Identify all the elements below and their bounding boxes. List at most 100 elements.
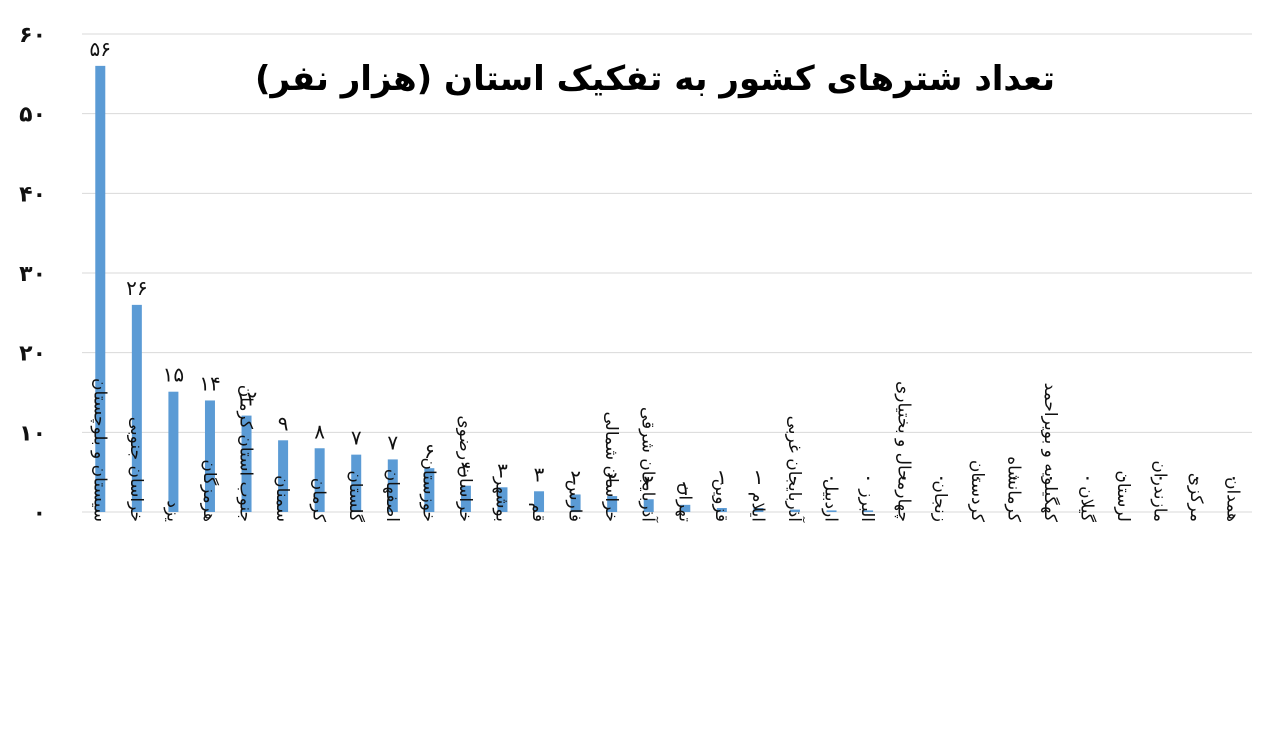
x-category-label: همدان [1223,477,1243,522]
data-label: ۰ [972,465,983,489]
bar [753,508,764,512]
x-category-label: جنوب استان کرمان [236,385,256,522]
x-category-label: مرکزی [1186,473,1206,522]
bar [716,508,727,512]
x-category-label: اصفهان [382,469,402,522]
y-axis-ticks: ۰ ۱۰ ۲۰ ۳۰ ۴۰ ۵۰ ۶۰ [19,23,46,526]
data-label: ۹ [278,411,289,435]
data-label: ۵۶ [90,37,111,61]
x-category-label: فارس [565,480,585,522]
bar [534,491,545,512]
bar [95,65,106,512]
x-category-label: سیستان و بلوچستان [89,378,109,522]
x-category-label: تهران [674,483,694,522]
data-label: ۲ [570,465,581,489]
data-label: ۰ [1082,465,1093,489]
bars [95,65,874,512]
data-label: ۰ [1009,465,1020,489]
data-label: ۱ [716,465,727,489]
data-label: ۲ [607,467,618,491]
data-label: ۳ [534,462,545,486]
data-label: ۰ [1046,465,1057,489]
x-category-label: سمنان [272,475,292,522]
data-label: ۰ [863,465,874,489]
data-label: ۰ [1228,465,1239,489]
bar [607,496,618,512]
bar [387,459,398,512]
bar [680,504,691,512]
y-tick-label: ۴۰ [19,182,46,207]
y-tick-label: ۳۰ [19,262,46,287]
x-category-label: مازندران [1150,460,1170,522]
x-category-label: البرز [857,488,877,522]
y-tick-label: ۲۰ [19,342,46,367]
y-tick-label: ۵۰ [19,103,46,128]
x-category-label: کرمانشاه [1003,456,1023,523]
chart-title: تعداد شترهای کشور به تفکیک استان (هزار ن… [255,59,1055,99]
x-category-label: لرستان [1113,470,1133,522]
x-category-label: خراسان جنوبی [126,417,146,522]
data-label: ۰ [790,465,801,489]
bar [278,440,289,512]
bar [643,499,654,512]
x-category-label: آذربایجان شرقی [638,407,660,523]
bar [826,510,837,512]
x-category-label: اردبیل [821,479,841,522]
x-category-label: زنجان [930,480,950,522]
bar [241,415,252,512]
data-label: ۴ [461,457,472,481]
data-label: ۲۶ [126,276,147,300]
x-category-label: خراسان شمالی [601,411,621,522]
bar [863,510,874,512]
data-label: ۰ [1119,465,1130,489]
data-label: ۶ [424,439,435,463]
data-label: ۱۵ [163,363,184,387]
data-label: ۱۲ [236,387,257,411]
x-category-label: قزوین [711,479,731,522]
y-tick-label: ۶۰ [19,23,46,48]
bar [204,400,215,512]
x-axis-categories: سیستان و بلوچستان خراسان جنوبی یزد هرمزگان ج… [89,378,1242,523]
data-label: ۲ [643,470,654,494]
data-label: ۱ [753,465,764,489]
y-tick-label: ۱۰ [19,421,46,446]
x-category-label: گیلان [1076,486,1097,523]
x-category-label: چهارمحال و بختیاری [894,381,914,522]
bar [570,494,581,512]
data-label: ۰ [899,465,910,489]
data-labels: ۵۶ ۲۶ ۱۵ ۱۴ ۱۲ ۹ ۸ ۷ ۷ ۶ ۴ ۳ ۳ ۲ ۲ ۲ ۱ ۱ ۱ ۰ ۰ ۰ ۰ ۰ ۰ ۰ ۰ ۰ ۰ ۰ ۰ ۰ [90,37,1240,500]
data-label: ۱ [680,476,691,500]
x-category-label: آذربایجان غربی [784,416,806,524]
x-category-label: هرمزگان [199,459,220,522]
x-category-label: کرمان [309,478,329,523]
data-label: ۸ [314,419,325,443]
x-category-label: یزد [162,500,182,522]
bar [789,509,800,512]
bar [131,304,142,512]
data-label: ۱۴ [199,371,220,395]
x-category-label: گلستان [345,470,366,523]
bar [351,454,362,512]
bar [168,391,179,512]
data-label: ۰ [936,465,947,489]
x-category-label: کردستان [967,460,987,523]
bar [460,485,471,512]
bar [314,448,325,512]
bar [497,487,508,512]
data-label: ۳ [497,458,508,482]
data-label: ۷ [387,430,398,454]
data-label: ۷ [351,426,362,450]
data-label: ۰ [826,465,837,489]
x-category-label: ایلام [747,492,767,522]
x-category-label: خوزستان [418,457,438,522]
bar [424,468,435,512]
y-tick-label: ۰ [33,501,46,526]
x-category-label: بوشهر [491,476,511,522]
x-category-label: قم [528,503,548,522]
data-label: ۰ [1192,465,1203,489]
data-label: ۰ [1155,465,1166,489]
x-category-label: خراسان رضوی [455,415,475,522]
x-category-label: کهگیلویه و بویراحمد [1040,383,1061,523]
